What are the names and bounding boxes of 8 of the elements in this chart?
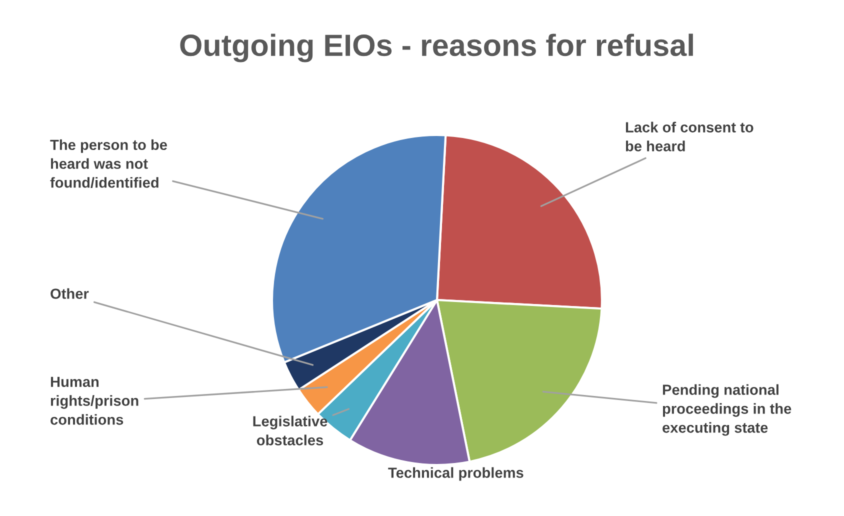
slice-label: Pending national proceedings in the executing state <box>662 384 792 436</box>
chart-title: Outgoing EIOs - reasons for refusal <box>180 34 693 62</box>
slice-label: Other <box>50 288 89 299</box>
slice-label: Lack of consent to be heard <box>626 122 754 152</box>
slice-label: Technical problems <box>388 467 524 481</box>
slice-label: Legislative obstacles <box>253 416 328 446</box>
slice-label: Human rights/prison conditions <box>50 376 138 425</box>
slice-label: The person to be heard was not found/identified <box>50 139 167 188</box>
